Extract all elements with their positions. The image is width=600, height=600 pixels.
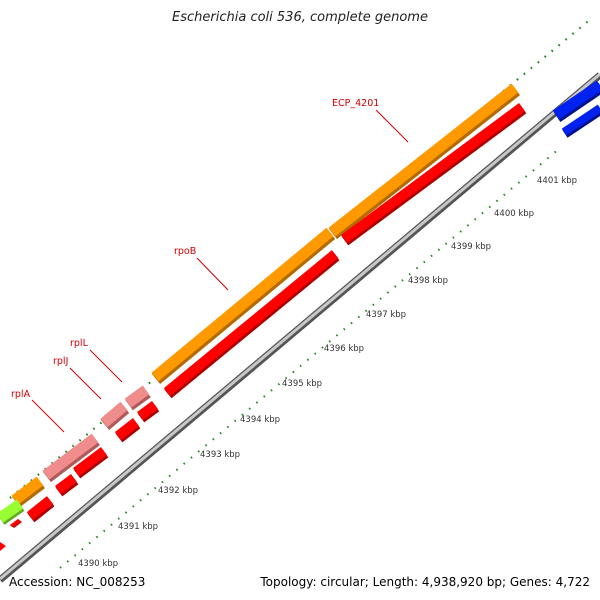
orange-track: [11, 83, 521, 508]
gene-label-rpll: rplL: [70, 338, 89, 349]
accession-label: Accession: NC_008253: [9, 575, 146, 589]
green-cds: [0, 499, 25, 525]
gene-leader-lines: [31, 109, 409, 433]
genome-backbone-highlight: [0, 72, 600, 581]
pink-cds: [42, 385, 151, 483]
scale-label-4399: 4399 kbp: [451, 242, 491, 252]
scale-label-4392: 4392 kbp: [158, 486, 198, 496]
red-cds: [0, 102, 527, 551]
scale-label-4401: 4401 kbp: [537, 176, 577, 186]
genome-summary: Topology: circular; Length: 4,938,920 bp…: [260, 575, 590, 589]
gene-label-rpla: rplA: [11, 389, 31, 400]
scale-tick-track: [59, 147, 561, 569]
scale-label-4397: 4397 kbp: [366, 310, 406, 320]
map-title: Escherichia coli 536, complete genome: [172, 10, 428, 25]
blue-cds: [552, 80, 600, 138]
scale-label-4393: 4393 kbp: [200, 450, 240, 460]
gene-label-ecp4201: ECP_4201: [332, 98, 379, 109]
gene-label-rplj: rplJ: [53, 356, 68, 367]
scale-label-4394: 4394 kbp: [240, 415, 280, 425]
scale-label-4400: 4400 kbp: [494, 209, 534, 219]
scale-label-4398: 4398 kbp: [408, 276, 448, 286]
scale-label-4390: 4390 kbp: [78, 559, 118, 569]
scale-label-4391: 4391 kbp: [118, 522, 158, 532]
scale-label-4395: 4395 kbp: [282, 379, 322, 389]
gene-label-rpob: rpoB: [174, 246, 196, 257]
scale-label-4396: 4396 kbp: [324, 344, 364, 354]
